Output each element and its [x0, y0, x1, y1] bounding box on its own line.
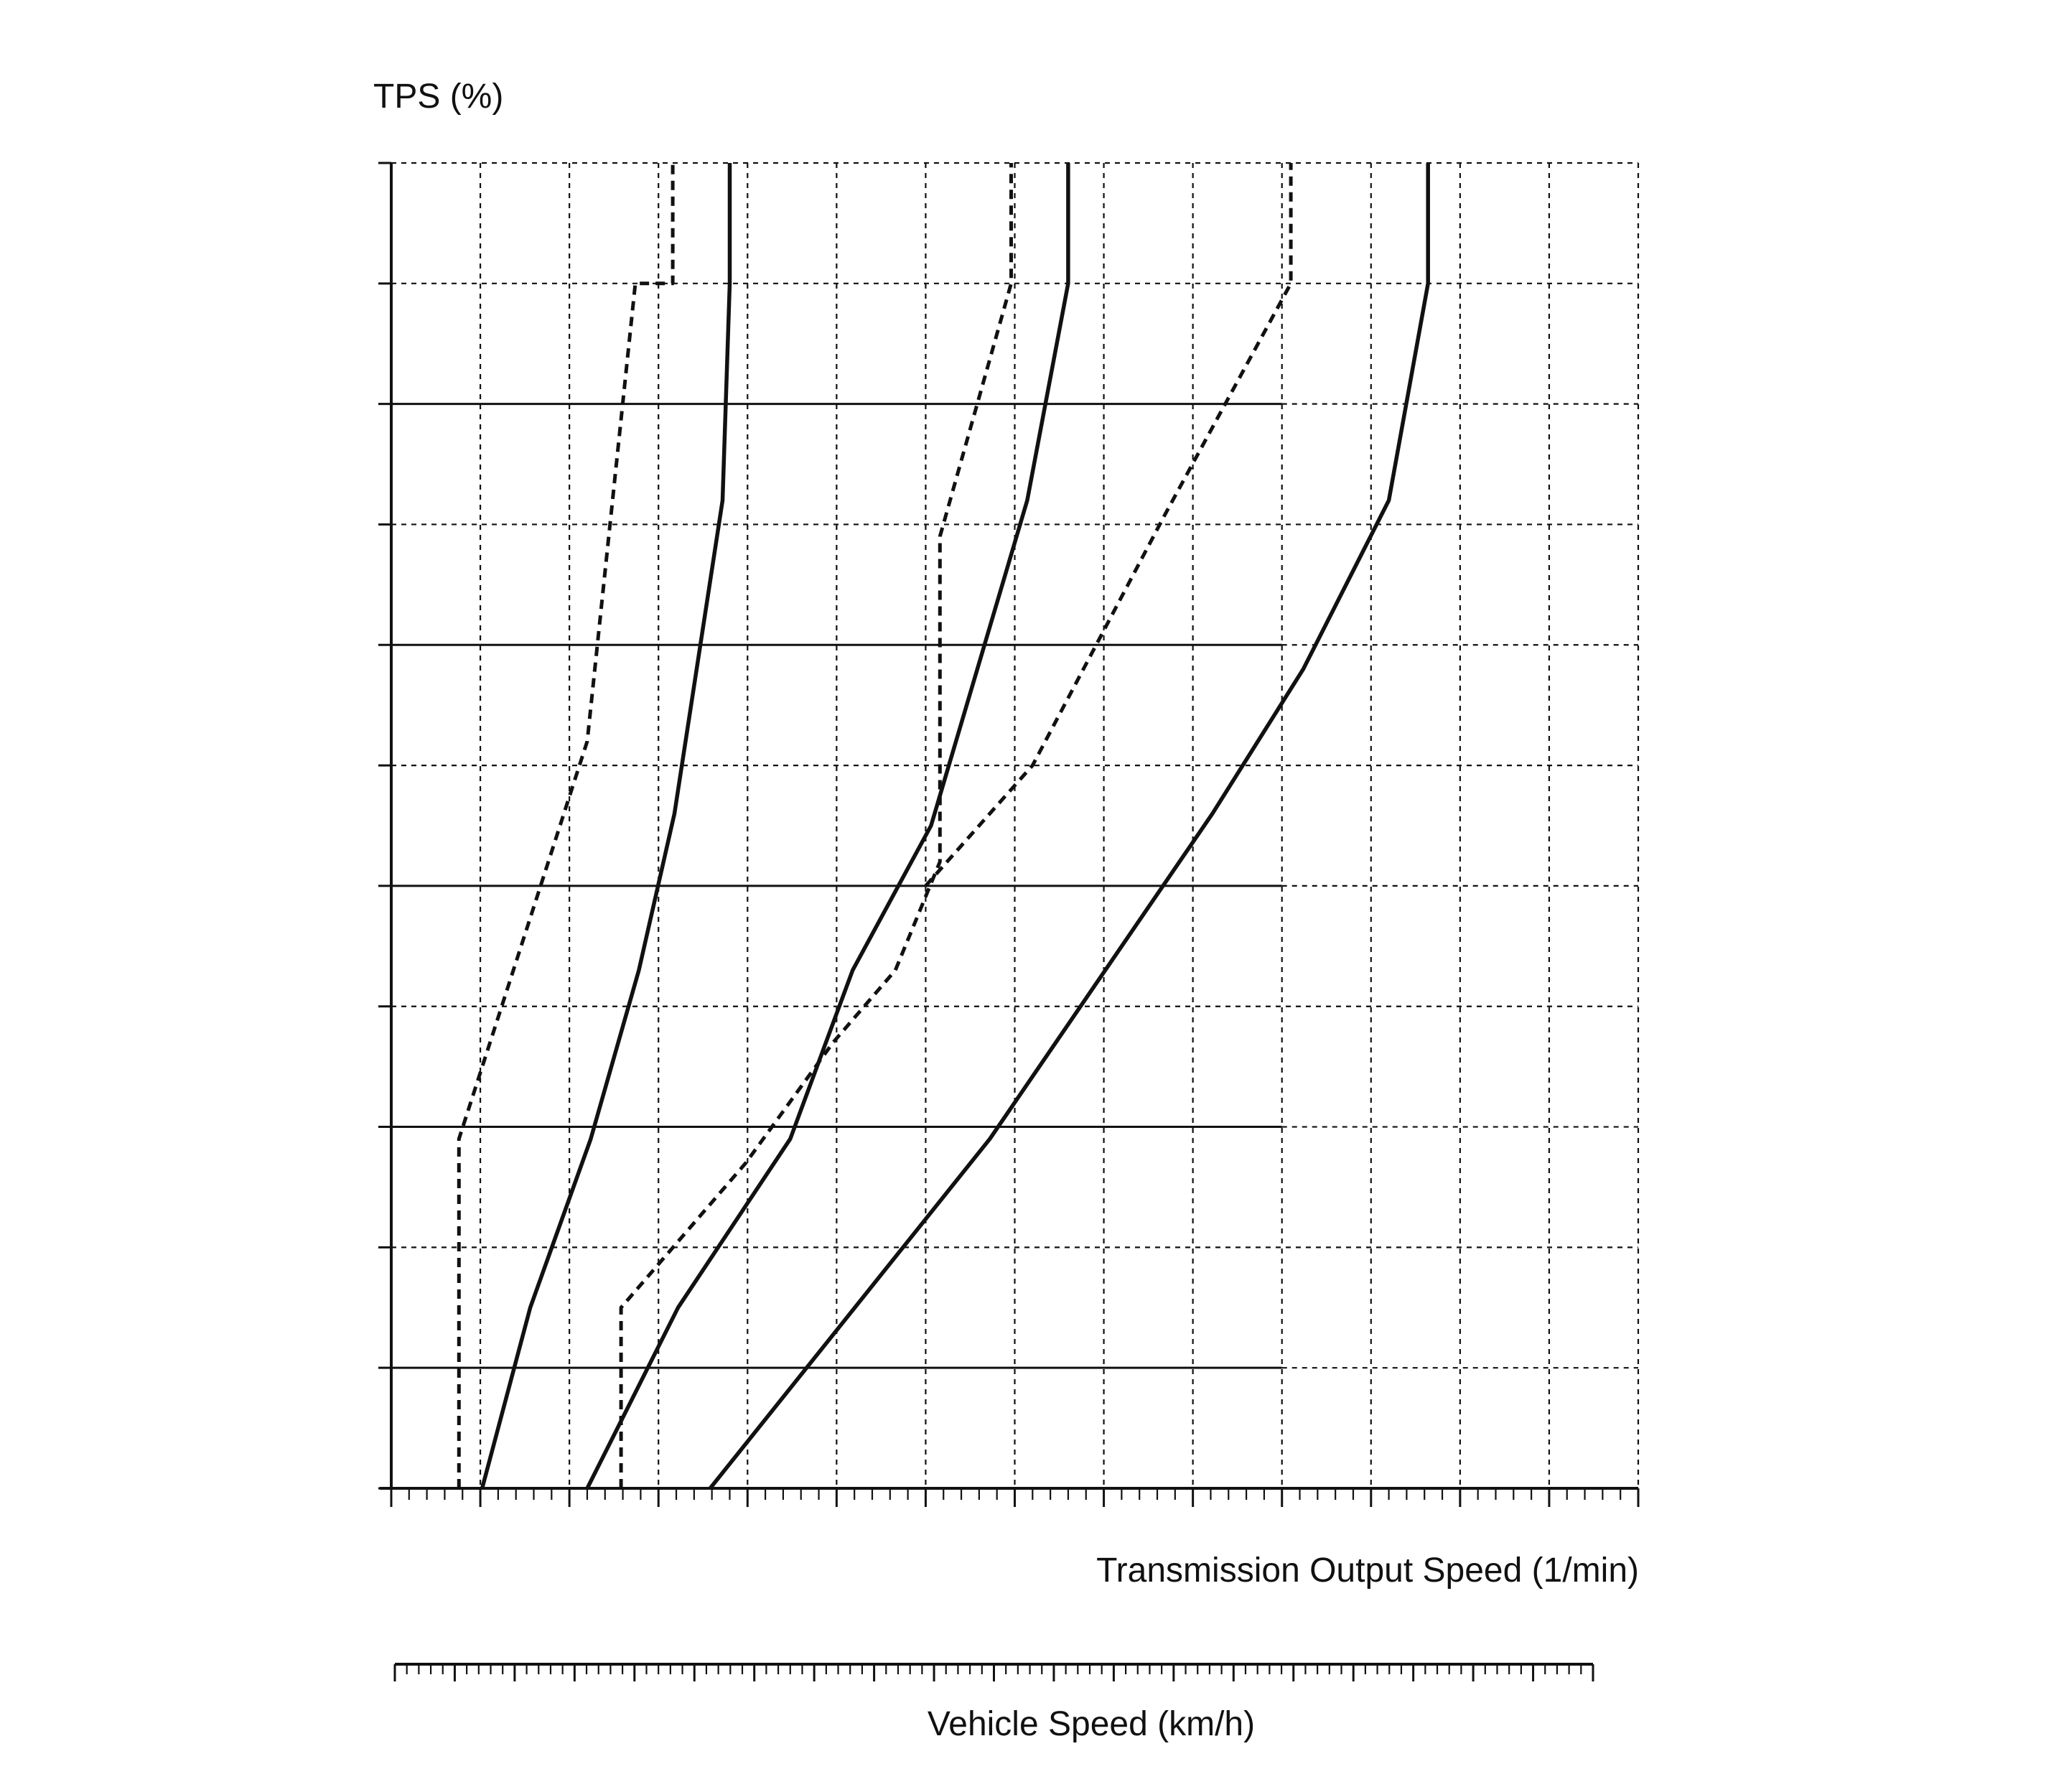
series-line-3: [619, 163, 1013, 1488]
series-line-6: [709, 163, 1430, 1490]
y-axis-title: TPS (%): [373, 78, 503, 116]
series-line-2: [480, 163, 732, 1489]
series-line-5: [924, 163, 1293, 887]
series-line-1: [457, 163, 675, 1488]
series-line-4: [585, 163, 1070, 1490]
grid: [391, 162, 1640, 1488]
series-group: [457, 163, 1430, 1490]
x-axis-title: Transmission Output Speed (1/min): [1096, 1551, 1639, 1590]
secondary-x-axis-title: Vehicle Speed (km/h): [928, 1705, 1255, 1743]
axes: [380, 163, 1638, 1666]
ticks: [378, 162, 1640, 1681]
